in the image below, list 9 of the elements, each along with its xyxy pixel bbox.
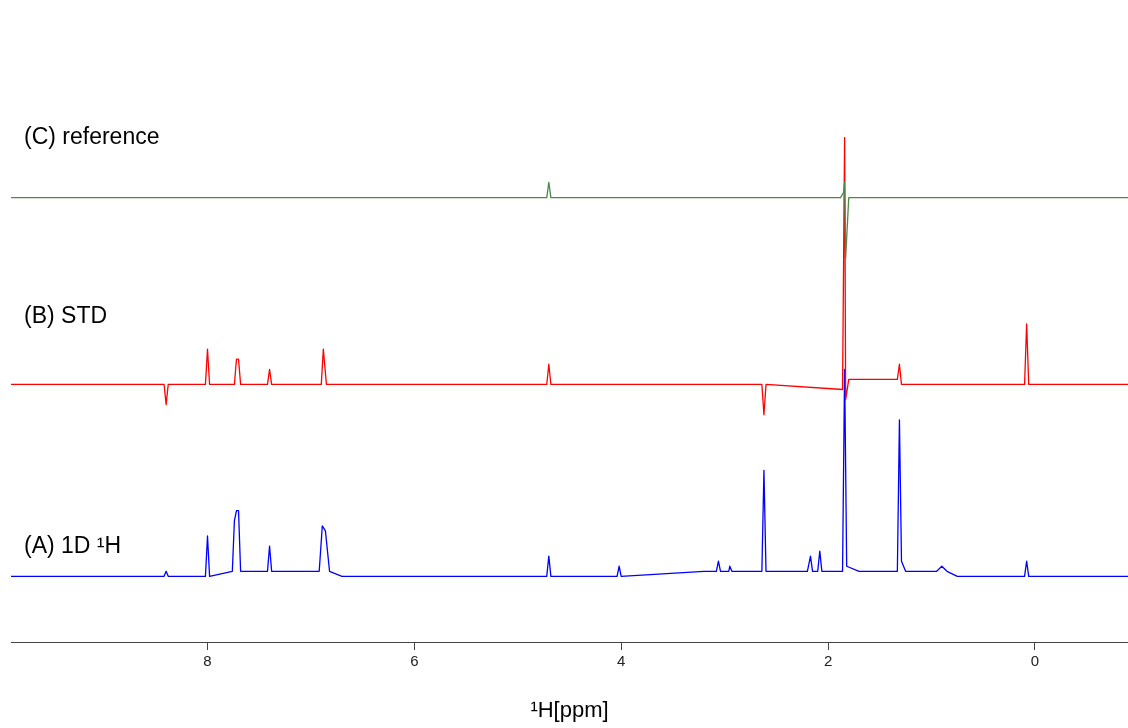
x-tick-label: 6 (410, 652, 419, 670)
x-tick-label: 8 (203, 652, 212, 670)
x-tick-label: 0 (1030, 652, 1040, 670)
x-tick-label: 4 (617, 652, 626, 670)
text: (C) reference (24, 122, 160, 149)
x-tick-label: 2 (823, 652, 833, 670)
series-label: (A) 1D ¹H (24, 531, 122, 558)
x-axis-title: ¹H[ppm] (530, 696, 609, 722)
text: (B) STD (24, 301, 108, 328)
